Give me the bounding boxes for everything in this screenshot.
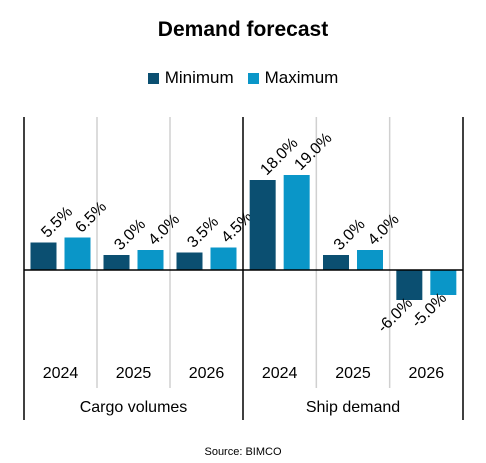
bar-minimum-cargo-volumes-2025 [103, 255, 130, 270]
bar-maximum-ship-demand-2025 [357, 250, 383, 270]
data-label: 3.0% [331, 216, 369, 254]
legend-item-minimum: Minimum [147, 68, 234, 88]
bar-maximum-cargo-volumes-2026 [210, 247, 237, 270]
bar-maximum-ship-demand-2026 [430, 270, 457, 295]
legend-swatch-maximum [247, 72, 259, 84]
data-label: 6.5% [72, 199, 110, 237]
category-label: 2024 [43, 365, 79, 382]
category-label: 2026 [409, 365, 445, 382]
group-label: Cargo volumes [80, 399, 188, 416]
legend-label-maximum: Maximum [264, 68, 339, 87]
category-label: 2026 [189, 365, 225, 382]
bar-minimum-ship-demand-2025 [323, 255, 349, 270]
data-label: 3.0% [111, 216, 149, 254]
legend-label-minimum: Minimum [164, 68, 234, 87]
legend: Minimum Maximum [0, 68, 486, 88]
category-label: 2025 [335, 365, 371, 382]
bar-minimum-ship-demand-2024 [249, 180, 276, 270]
data-label: -6.0% [375, 295, 417, 337]
data-label: 5.5% [38, 204, 76, 242]
bar-minimum-ship-demand-2026 [396, 270, 423, 300]
legend-swatch-minimum [147, 72, 159, 84]
bar-maximum-cargo-volumes-2024 [64, 237, 91, 270]
data-label: 4.0% [145, 211, 183, 249]
data-label: 3.5% [184, 214, 222, 252]
bar-maximum-cargo-volumes-2025 [137, 250, 164, 270]
bar-maximum-ship-demand-2024 [283, 175, 310, 270]
data-label: 4.0% [365, 211, 403, 249]
bar-minimum-cargo-volumes-2026 [176, 252, 203, 270]
data-label: 19.0% [291, 130, 335, 174]
bar-minimum-cargo-volumes-2024 [30, 242, 57, 270]
category-label: 2024 [262, 365, 298, 382]
category-label: 2025 [116, 365, 152, 382]
data-label: 18.0% [257, 135, 301, 179]
chart-title: Demand forecast [157, 18, 329, 41]
legend-item-maximum: Maximum [247, 68, 339, 88]
group-label: Ship demand [306, 399, 400, 416]
source-note: Source: BIMCO [204, 446, 282, 458]
